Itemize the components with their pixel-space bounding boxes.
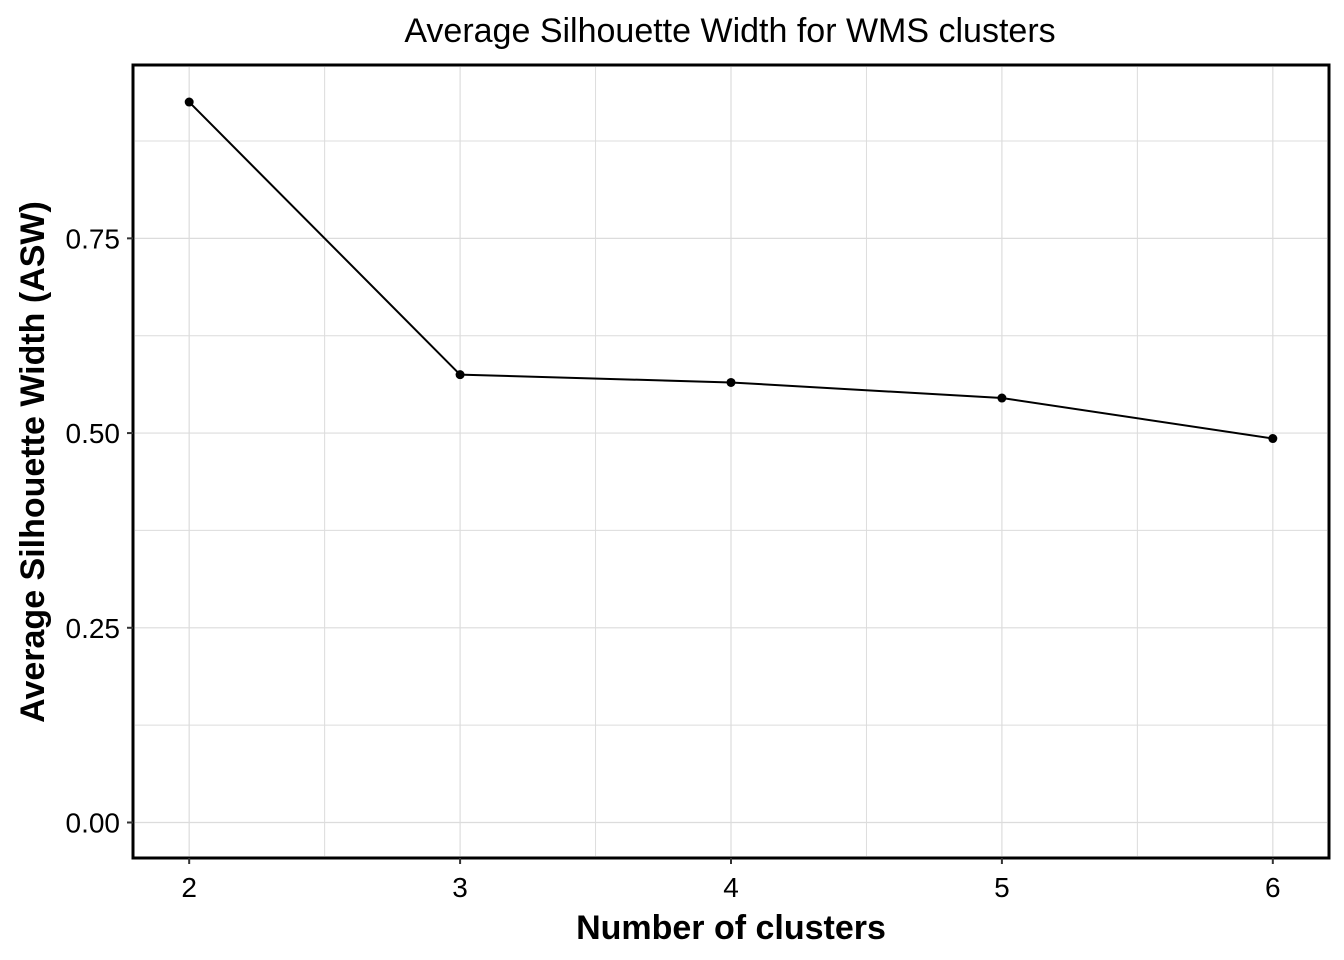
y-axis: 0.00 0.25 0.50 0.75 [66, 223, 133, 839]
x-axis: 2 3 4 5 6 [181, 858, 1281, 903]
x-axis-title: Number of clusters [576, 909, 886, 947]
y-tick-label: 0.00 [66, 808, 121, 839]
data-point [726, 377, 736, 387]
y-tick-label: 0.75 [66, 223, 121, 254]
y-tick-label: 0.25 [66, 613, 121, 644]
data-point [1268, 434, 1278, 444]
data-point [997, 393, 1007, 403]
grid [135, 67, 1327, 856]
x-tick-label: 3 [452, 872, 468, 903]
data-point [184, 97, 194, 107]
data-point [455, 370, 465, 380]
series-layer [184, 97, 1278, 444]
x-tick-label: 4 [723, 872, 739, 903]
y-axis-title: Average Silhouette Width (ASW) [14, 201, 52, 723]
x-tick-label: 6 [1265, 872, 1281, 903]
y-tick-label: 0.50 [66, 418, 121, 449]
chart-title: Average Silhouette Width for WMS cluster… [404, 12, 1055, 50]
x-tick-label: 2 [181, 872, 197, 903]
x-tick-label: 5 [994, 872, 1010, 903]
